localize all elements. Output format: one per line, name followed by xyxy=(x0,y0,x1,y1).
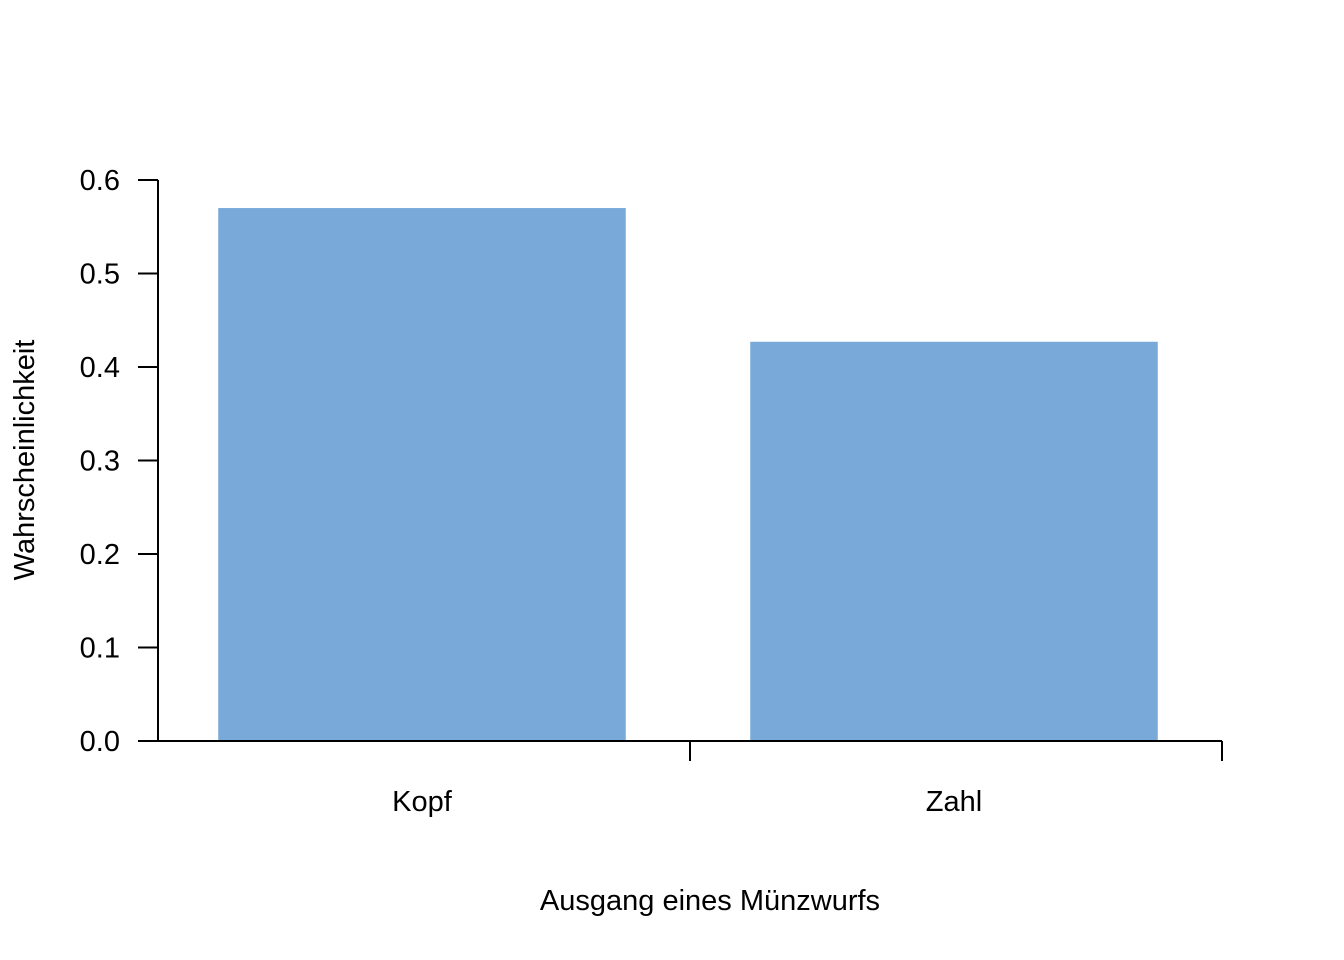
y-tick-label: 0.4 xyxy=(80,352,120,384)
x-axis: Kopf Zahl xyxy=(158,740,1223,818)
y-tick-label: 0.1 xyxy=(80,633,120,665)
y-tick-label: 0.6 xyxy=(80,165,120,197)
bars-group xyxy=(218,208,1158,742)
y-tick-label: 0.3 xyxy=(80,446,120,478)
bar-zahl xyxy=(750,341,1158,741)
x-axis-title: Ausgang eines Münzwurfs xyxy=(540,885,880,917)
x-tick-label-kopf: Kopf xyxy=(392,786,453,818)
x-tick-label-zahl: Zahl xyxy=(926,786,982,818)
y-axis: 0.0 0.1 0.2 0.3 0.4 0.5 0.6 xyxy=(80,165,159,758)
y-axis-title: Wahrscheinlichkeit xyxy=(9,340,41,581)
bar-kopf xyxy=(218,208,626,742)
y-tick-label: 0.0 xyxy=(80,726,120,758)
y-tick-label: 0.2 xyxy=(80,539,120,571)
y-tick-label: 0.5 xyxy=(80,259,120,291)
